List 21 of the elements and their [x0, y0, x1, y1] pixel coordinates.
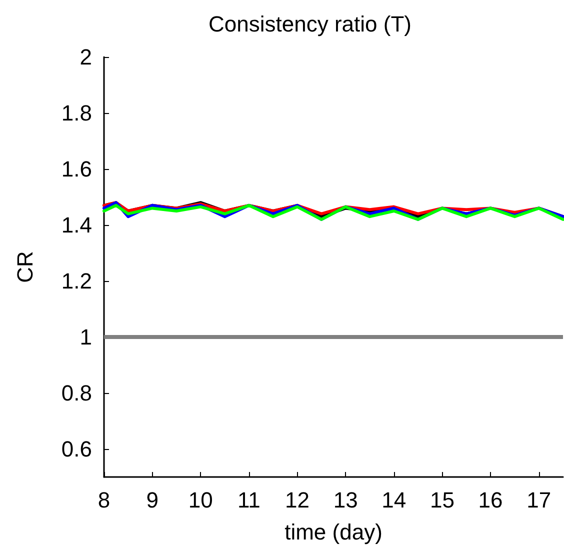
y-axis-title: CR	[12, 251, 38, 283]
x-tick-label: 12	[285, 488, 310, 512]
chart-title: Consistency ratio (T)	[208, 12, 412, 36]
y-tick-label: 1.4	[61, 212, 92, 238]
x-axis-title: time (day)	[284, 520, 382, 544]
x-tick-label: 10	[188, 488, 213, 512]
y-tick-label: 1.8	[61, 100, 92, 126]
y-tick-label: 1	[80, 324, 92, 350]
x-tick-label: 15	[430, 488, 454, 512]
x-tick-label: 9	[146, 488, 158, 512]
x-tick-label: 11	[238, 488, 260, 512]
y-tick-label: 1.2	[61, 268, 92, 294]
y-tick-label: 0.8	[61, 380, 92, 406]
y-tick-label: 1.6	[61, 156, 92, 182]
x-tick-label: 14	[382, 488, 406, 512]
x-tick-label: 16	[478, 488, 503, 512]
y-tick-label: 0.6	[61, 436, 92, 462]
y-tick-label: 2	[80, 44, 92, 70]
x-tick-label: 13	[333, 488, 358, 512]
x-tick-label: 17	[526, 488, 552, 512]
x-tick-label: 8	[98, 488, 110, 512]
